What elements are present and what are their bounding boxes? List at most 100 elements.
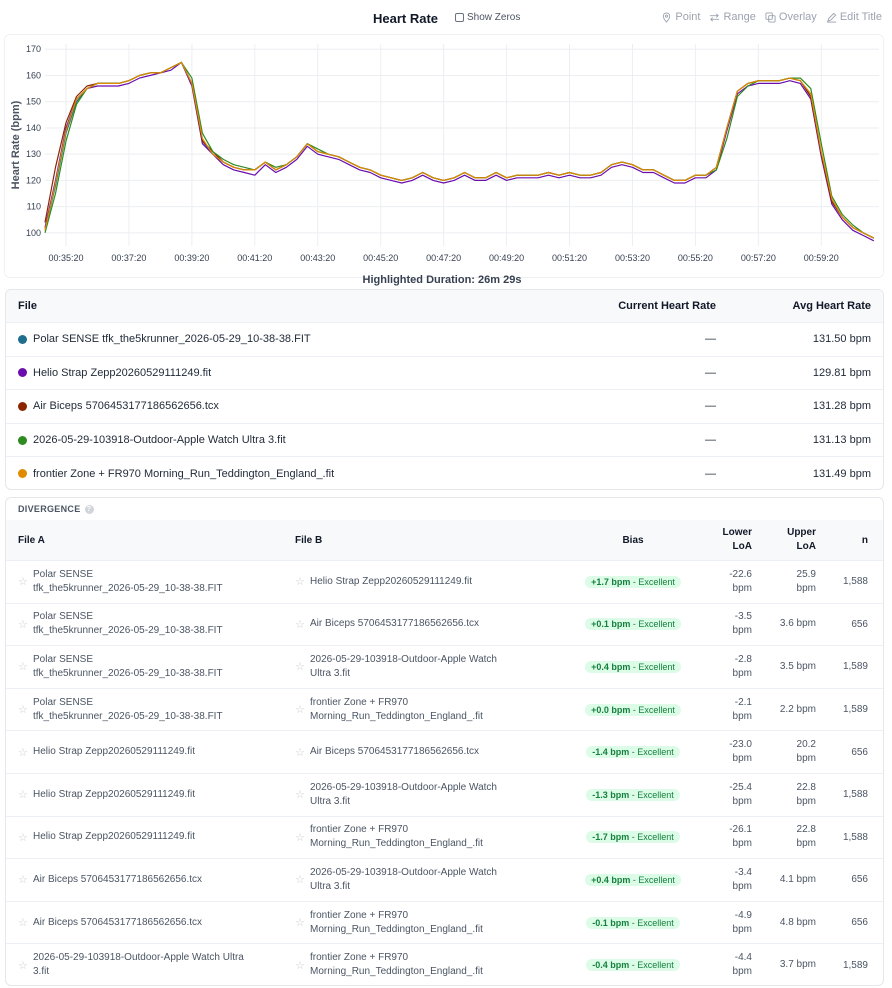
heart-rate-chart[interactable]: 100 110 120 130 140 150 160 170 00:35:20 00:37:20… <box>4 34 884 278</box>
divergence-table: DIVERGENCE ? File A File B Bias Lower LoA… <box>5 497 884 986</box>
file-a-line1: Helio Strap Zepp20260529111249.fit <box>33 746 195 758</box>
star-icon[interactable]: ☆ <box>18 618 28 631</box>
file-row[interactable]: Helio Strap Zepp20260529111249.fit — 129.8… <box>6 355 883 390</box>
star-icon[interactable]: ☆ <box>295 874 305 887</box>
divergence-row[interactable]: ☆ Polar SENSE tfk_the5krunner_2026-05-29_1… <box>6 645 883 688</box>
file-row[interactable]: Air Biceps 5706453177186562656.tcx — 131.2… <box>6 389 883 423</box>
bias-value: -0.1 bpm <box>592 917 630 928</box>
file-row[interactable]: 2026-05-29-103918-Outdoor-Apple Watch Ul… <box>6 422 883 457</box>
col-n-header[interactable]: n <box>861 534 868 546</box>
n-cell: 1,589 <box>842 661 868 673</box>
upper-loa-value: 4.1 bpm <box>779 873 816 885</box>
star-icon[interactable]: ☆ <box>18 661 28 674</box>
bias-cell: -1.4 bpm - Excellent <box>578 746 688 759</box>
star-icon[interactable]: ☆ <box>295 661 305 674</box>
divergence-row[interactable]: ☆ Polar SENSE tfk_the5krunner_2026-05-29_1… <box>6 687 883 731</box>
star-icon[interactable]: ☆ <box>295 576 305 589</box>
col-current-header[interactable]: Current Heart Rate <box>618 300 716 312</box>
file-b-cell: ☆ 2026-05-29-103918-Outdoor-Apple Watch Ul… <box>295 653 578 681</box>
file-row[interactable]: Polar SENSE tfk_the5krunner_2026-05-29_1… <box>6 322 883 356</box>
lower-loa-cell: -26.1 bpm <box>688 823 752 851</box>
star-icon[interactable]: ☆ <box>18 746 28 759</box>
file-b-name: frontier Zone + FR970 Morning_Run_Tedding… <box>310 696 483 724</box>
col-lower-loa-header[interactable]: Lower LoA <box>688 526 752 554</box>
bias-separator: - <box>630 704 639 715</box>
star-icon[interactable]: ☆ <box>295 789 305 802</box>
edit-title-button[interactable]: Edit Title <box>826 11 882 23</box>
x-tick-label: 00:41:20 <box>237 253 272 263</box>
upper-loa-cell: 25.9 bpm <box>752 568 816 596</box>
file-cell: frontier Zone + FR970 Morning_Run_Teddin… <box>6 468 586 480</box>
file-a-name: Polar SENSE tfk_the5krunner_2026-05-29_10… <box>33 653 223 681</box>
star-icon[interactable]: ☆ <box>295 618 305 631</box>
avg-heart-rate: 131.13 bpm <box>812 434 871 447</box>
divergence-row[interactable]: ☆ 2026-05-29-103918-Outdoor-Apple Watch U… <box>6 943 883 985</box>
star-icon[interactable]: ☆ <box>295 959 305 972</box>
upper-loa-unit: bpm <box>796 753 816 765</box>
file-a-line1: Polar SENSE <box>33 568 94 580</box>
upper-loa-value: 3.5 bpm <box>779 660 816 672</box>
divergence-title: DIVERGENCE ? <box>6 498 883 520</box>
y-tick-label: 130 <box>26 149 41 159</box>
overlay-tool-button[interactable]: Overlay <box>765 11 817 23</box>
col-avg-header[interactable]: Avg Heart Rate <box>792 300 871 312</box>
lower-loa-cell: -23.0 bpm <box>688 738 752 766</box>
star-icon[interactable]: ☆ <box>295 704 305 717</box>
chart-canvas[interactable]: 100 110 120 130 140 150 160 170 00:35:20 00:37:20… <box>5 35 885 279</box>
current-heart-rate: — <box>705 467 716 480</box>
lower-loa-value: -23.0 <box>729 739 752 751</box>
star-icon[interactable]: ☆ <box>295 917 305 930</box>
divergence-row[interactable]: ☆ Polar SENSE tfk_the5krunner_2026-05-29_1… <box>6 560 883 603</box>
bias-badge: +0.4 bpm - Excellent <box>585 873 681 886</box>
file-name: 2026-05-29-103918-Outdoor-Apple Watch Ul… <box>33 434 286 447</box>
show-zeros-toggle[interactable]: Show Zeros <box>455 12 520 23</box>
bias-rating: Excellent <box>637 747 674 758</box>
file-a-line1: 2026-05-29-103918-Outdoor-Apple Watch Ul… <box>33 952 244 964</box>
bias-separator: - <box>630 661 639 672</box>
upper-loa-header-line2: LoA <box>796 541 816 552</box>
chart-title[interactable]: Heart Rate <box>373 11 439 26</box>
divergence-row[interactable]: ☆ Helio Strap Zepp20260529111249.fit ☆ fron… <box>6 815 883 859</box>
col-upper-loa-header[interactable]: Upper LoA <box>752 526 816 554</box>
col-bias-header[interactable]: Bias <box>622 534 644 546</box>
star-icon[interactable]: ☆ <box>18 917 28 930</box>
star-icon[interactable]: ☆ <box>18 789 28 802</box>
divergence-row[interactable]: ☆ Polar SENSE tfk_the5krunner_2026-05-29_1… <box>6 602 883 646</box>
star-icon[interactable]: ☆ <box>18 704 28 717</box>
file-b-cell: ☆ Air Biceps 5706453177186562656.tcx <box>295 617 578 631</box>
star-icon[interactable]: ☆ <box>295 831 305 844</box>
lower-loa-value: -4.4 <box>734 952 752 964</box>
star-icon[interactable]: ☆ <box>18 874 28 887</box>
n-cell: 1,589 <box>842 704 868 716</box>
file-b-line2: Ultra 3.fit <box>310 667 351 679</box>
col-file-header[interactable]: File <box>18 300 37 312</box>
file-a-cell: ☆ Air Biceps 5706453177186562656.tcx <box>6 873 295 887</box>
star-icon[interactable]: ☆ <box>18 831 28 844</box>
y-tick-label: 150 <box>26 97 41 107</box>
file-name: Polar SENSE tfk_the5krunner_2026-05-29_1… <box>33 333 311 346</box>
star-icon[interactable]: ☆ <box>295 746 305 759</box>
help-icon[interactable]: ? <box>84 504 94 514</box>
divergence-row[interactable]: ☆ Air Biceps 5706453177186562656.tcx ☆ 2026… <box>6 858 883 901</box>
star-icon[interactable]: ☆ <box>18 576 28 589</box>
divergence-row[interactable]: ☆ Air Biceps 5706453177186562656.tcx ☆ fron… <box>6 900 883 944</box>
bias-value: +1.7 bpm <box>591 576 631 587</box>
show-zeros-checkbox[interactable] <box>455 13 464 22</box>
point-tool-button[interactable]: Point <box>661 11 700 23</box>
col-file-a-header[interactable]: File A <box>18 534 45 546</box>
n-cell: 1,588 <box>842 831 868 843</box>
x-tick-label: 00:39:20 <box>174 253 209 263</box>
file-b-cell: ☆ 2026-05-29-103918-Outdoor-Apple Watch Ul… <box>295 866 578 894</box>
edit-icon <box>826 12 837 23</box>
divergence-row[interactable]: ☆ Helio Strap Zepp20260529111249.fit ☆ 2026… <box>6 772 883 816</box>
file-row[interactable]: frontier Zone + FR970 Morning_Run_Teddin… <box>6 456 883 489</box>
divergence-row[interactable]: ☆ Helio Strap Zepp20260529111249.fit ☆ Air … <box>6 730 883 773</box>
col-file-b-header[interactable]: File B <box>295 534 323 546</box>
star-icon[interactable]: ☆ <box>18 959 28 972</box>
bias-cell: -1.7 bpm - Excellent <box>578 831 688 844</box>
lower-loa-cell: -3.5 bpm <box>688 610 752 638</box>
file-b-cell: ☆ Air Biceps 5706453177186562656.tcx <box>295 745 578 759</box>
upper-loa-cell: 4.1 bpm <box>752 873 816 887</box>
file-a-line2: tfk_the5krunner_2026-05-29_10-38-38.FIT <box>33 625 223 637</box>
range-tool-button[interactable]: Range <box>709 11 756 23</box>
